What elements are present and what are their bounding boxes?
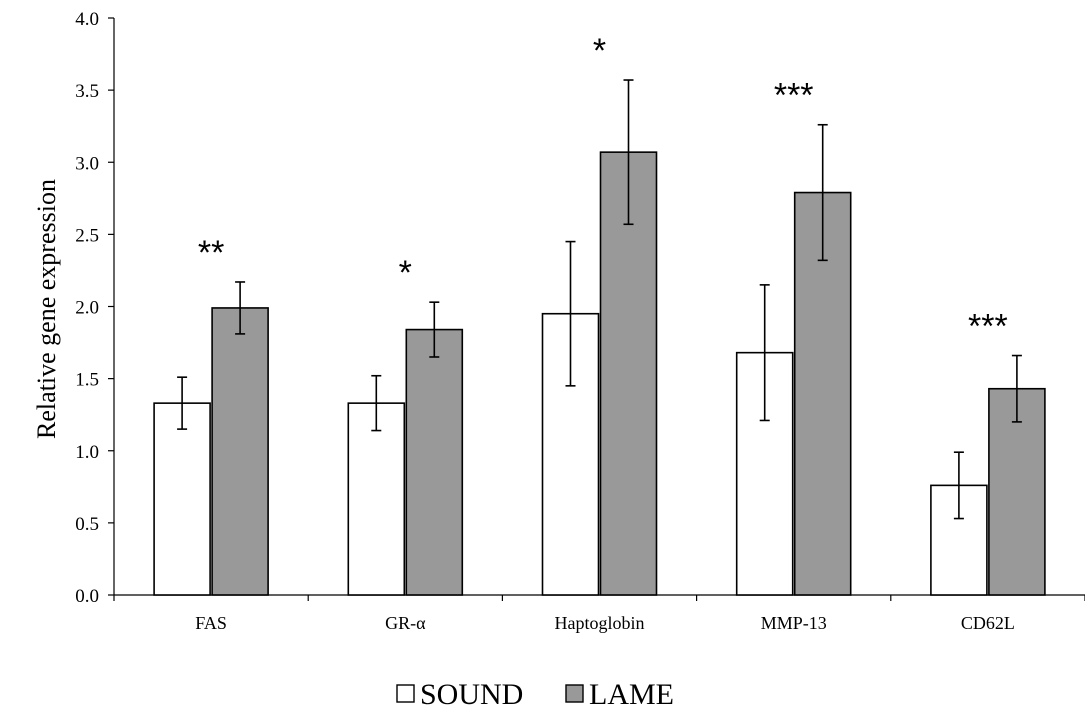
x-tick-label: FAS — [195, 613, 227, 633]
legend-label-lame: LAME — [589, 678, 674, 711]
y-tick-label: 1.5 — [75, 370, 99, 391]
significance-marker: * — [593, 32, 606, 70]
bar-lame — [599, 151, 658, 596]
y-tick-label: 0.0 — [75, 586, 99, 607]
significance-marker: *** — [774, 77, 814, 115]
x-tick-label: MMP-13 — [761, 613, 827, 633]
legend-swatch-lame — [565, 684, 584, 703]
legend: SOUND LAME — [396, 678, 674, 711]
bar-sound — [153, 402, 211, 596]
significance-marker: ** — [198, 234, 224, 272]
y-axis-label: Relative gene expression — [32, 179, 61, 439]
significance-marker: * — [399, 254, 412, 292]
y-tick-label: 1.0 — [75, 442, 99, 463]
bar-lame — [988, 387, 1046, 596]
bar-lame — [405, 328, 464, 596]
y-tick-label: 2.5 — [75, 225, 99, 246]
x-tick-label: GR-α — [385, 613, 426, 633]
bar-sound — [347, 402, 406, 596]
legend-label-sound: SOUND — [420, 678, 523, 711]
significance-marker: *** — [968, 308, 1008, 346]
x-tick-label: Haptoglobin — [555, 613, 645, 633]
bar-lame — [211, 307, 269, 596]
legend-swatch-sound — [396, 684, 415, 703]
y-tick-label: 4.0 — [75, 9, 99, 30]
x-tick-label: CD62L — [961, 613, 1015, 633]
y-tick-label: 3.0 — [75, 153, 99, 174]
y-tick-label: 3.5 — [75, 81, 99, 102]
y-tick-label: 0.5 — [75, 514, 99, 535]
y-tick-label: 2.0 — [75, 298, 99, 319]
plot-area: 0.0 0.5 1.0 1.5 2.0 2.5 3.0 3.5 4.0 FAS ** GR-α * Hap… — [75, 9, 1085, 633]
